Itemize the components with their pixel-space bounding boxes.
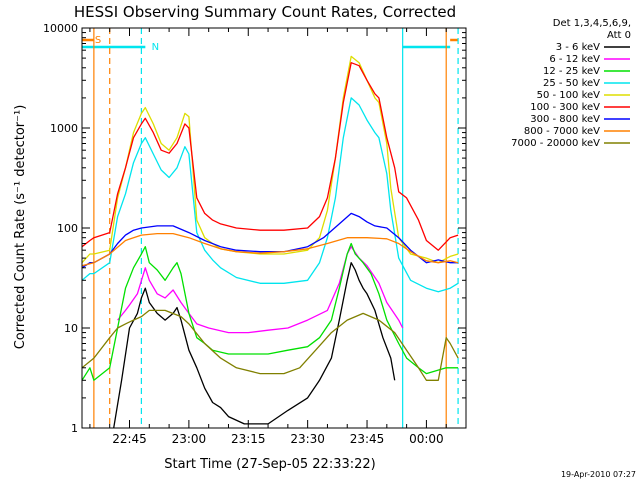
legend-label-2: 12 - 25 keV — [543, 66, 600, 77]
x-tick-label: 23:45 — [350, 432, 385, 446]
legend-header-line-1: Det 1,3,4,5,6,9, — [553, 18, 631, 29]
series-line-8 — [82, 309, 459, 381]
legend-label-5: 100 - 300 keV — [530, 102, 600, 113]
x-tick-label: 22:45 — [112, 432, 147, 446]
legend-label-4: 50 - 100 keV — [537, 90, 601, 101]
series-line-6 — [82, 212, 459, 269]
series-line-3 — [82, 97, 459, 293]
x-axis: 22:45 23:00 23:15 23:30 23:45 00:00 — [89, 28, 467, 446]
legend-label-8: 7000 - 20000 keV — [511, 138, 600, 149]
series-group — [82, 55, 459, 428]
x-tick-label: 23:30 — [290, 432, 325, 446]
x-tick-label: 23:15 — [231, 432, 266, 446]
y-tick-label: 10 — [64, 322, 78, 335]
series-line-0 — [113, 262, 396, 428]
series-line-7 — [82, 232, 459, 267]
series-line-5 — [82, 62, 459, 251]
saa-label: S — [95, 35, 101, 46]
legend-label-7: 800 - 7000 keV — [524, 126, 600, 137]
y-tick-label: 1 — [71, 422, 78, 435]
series-line-2 — [82, 242, 459, 381]
legend-label-3: 25 - 50 keV — [543, 78, 600, 89]
y-tick-label: 100 — [57, 222, 78, 235]
legend-header-line-2: Att 0 — [607, 30, 631, 41]
x-tick-label: 23:00 — [172, 432, 207, 446]
series-line-4 — [82, 55, 459, 264]
legend-label-0: 3 - 6 keV — [556, 42, 600, 53]
x-tick-label: 00:00 — [409, 432, 444, 446]
y-tick-label: 10000 — [43, 22, 78, 35]
y-axis-label: Corrected Count Rate (s⁻¹ detector⁻¹) — [13, 105, 28, 350]
y-tick-label: 1000 — [50, 122, 78, 135]
chart-title: HESSI Observing Summary Count Rates, Cor… — [74, 3, 456, 21]
x-axis-label: Start Time (27-Sep-05 22:33:22) — [164, 457, 375, 472]
legend-label-6: 300 - 800 keV — [530, 114, 600, 125]
y-axis: 1 10 100 1000 10000 — [43, 22, 466, 435]
plot-area: SN — [81, 27, 467, 429]
night-label: N — [152, 42, 159, 53]
timestamp: 19-Apr-2010 07:27 — [561, 470, 636, 479]
legend-label-1: 6 - 12 keV — [549, 54, 600, 65]
